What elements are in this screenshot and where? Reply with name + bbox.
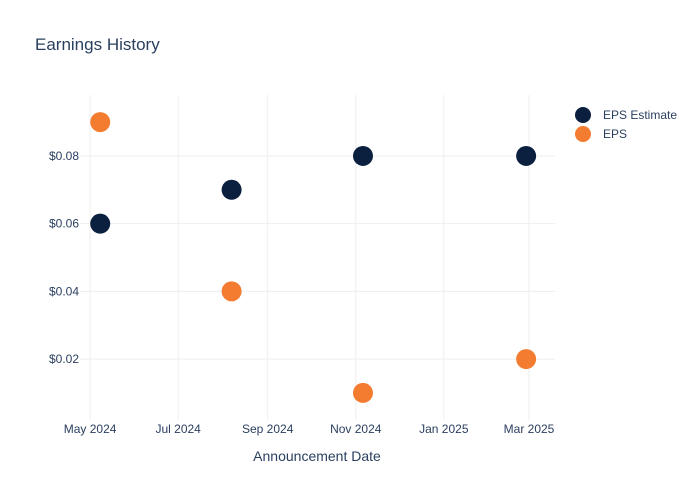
- x-tick-label: Sep 2024: [242, 422, 294, 436]
- legend-item[interactable]: EPS Estimate: [575, 107, 677, 123]
- chart-title: Earnings History: [35, 35, 160, 54]
- tick-layer: May 2024 Jul 2024 Sep 2024 Nov 2024 Jan 2025…: [49, 149, 555, 436]
- legend-item[interactable]: EPS: [575, 126, 627, 142]
- x-tick-label: Mar 2025: [504, 422, 555, 436]
- x-axis-title: Announcement Date: [253, 448, 381, 464]
- grid-layer: [80, 95, 555, 420]
- data-point[interactable]: [516, 145, 537, 166]
- x-tick-label: May 2024: [64, 422, 117, 436]
- x-tick-label: Jul 2024: [155, 422, 201, 436]
- legend[interactable]: EPS Estimate EPS: [575, 107, 677, 142]
- x-tick-label: Nov 2024: [330, 422, 382, 436]
- data-point[interactable]: [90, 112, 111, 133]
- data-point[interactable]: [221, 281, 242, 302]
- data-point[interactable]: [90, 213, 111, 234]
- legend-label: EPS: [603, 127, 627, 141]
- series-eps-estimate: [90, 145, 537, 234]
- y-tick-label: $0.08: [49, 149, 79, 163]
- data-point[interactable]: [221, 179, 242, 200]
- x-tick-label: Jan 2025: [419, 422, 469, 436]
- legend-label: EPS Estimate: [603, 108, 677, 122]
- data-point[interactable]: [352, 382, 373, 403]
- y-tick-label: $0.06: [49, 217, 79, 231]
- points-layer: [90, 112, 537, 403]
- data-point[interactable]: [516, 349, 537, 370]
- y-tick-label: $0.04: [49, 284, 79, 298]
- y-tick-label: $0.02: [49, 352, 79, 366]
- legend-marker: [575, 126, 591, 142]
- series-eps: [90, 112, 537, 403]
- legend-marker: [575, 107, 591, 123]
- data-point[interactable]: [352, 145, 373, 166]
